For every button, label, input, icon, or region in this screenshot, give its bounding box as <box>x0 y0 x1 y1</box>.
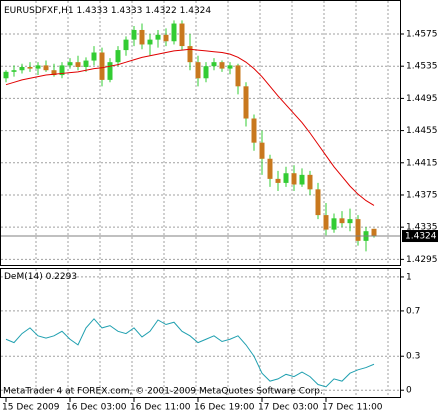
candle-body <box>59 65 65 76</box>
candle-body <box>331 218 337 230</box>
candle-body <box>83 60 89 67</box>
candle-body <box>27 67 33 69</box>
footer: MetaTrader 4 at FOREX.com, © 2001-2009 M… <box>3 387 323 397</box>
candle-body <box>115 50 121 63</box>
candle-body <box>355 219 361 241</box>
x-tick-label: 15 Dec 2009 <box>2 403 60 413</box>
y-tick-label: 1.4335 <box>406 223 438 233</box>
candle-body <box>155 34 161 40</box>
last-close: 1.4324 <box>180 6 212 16</box>
last-open: 1.4333 <box>77 6 109 16</box>
candle-body <box>315 189 321 216</box>
candle-body <box>35 65 41 69</box>
candle-body <box>371 228 377 237</box>
candle-body <box>3 71 9 79</box>
y-tick-label: 0.3 <box>406 352 420 362</box>
candle-body <box>43 65 49 71</box>
candle-body <box>51 70 57 76</box>
candle-body <box>211 62 217 67</box>
y-tick-label: 1.4295 <box>406 255 438 265</box>
candle-body <box>179 23 185 47</box>
candle-body <box>227 65 233 69</box>
y-tick-label: 1.4375 <box>406 190 438 200</box>
candle-body <box>267 158 273 179</box>
candle-body <box>203 66 209 79</box>
chart-header: EURUSDFXF,H1 1.4333 1.4333 1.4322 1.4324 <box>4 6 211 16</box>
candle-body <box>75 62 81 67</box>
candle-body <box>195 62 201 79</box>
candle-body <box>139 29 145 45</box>
indicator-value: 0.2293 <box>46 272 78 282</box>
indicator-panel-frame <box>0 268 401 398</box>
candle-body <box>91 52 97 61</box>
candle-body <box>235 65 241 87</box>
y-tick-label: 1.4415 <box>406 158 438 168</box>
y-tick-label: 1.4495 <box>406 94 438 104</box>
candle-body <box>11 70 17 72</box>
indicator-header: DeM(14) 0.2293 <box>4 272 77 282</box>
candle-body <box>299 174 305 185</box>
last-low: 1.4322 <box>145 6 177 16</box>
main-panel-frame <box>0 0 401 266</box>
price-label-box <box>402 230 438 243</box>
price-label: 1.4324 <box>405 232 437 242</box>
candle-body <box>339 218 345 224</box>
symbol: EURUSDFXF,H1 <box>4 6 74 16</box>
indicator-line <box>5 318 375 388</box>
candle-body <box>147 39 153 45</box>
x-tick-label: 16 Dec 19:00 <box>194 403 255 413</box>
candle-body <box>307 174 313 190</box>
x-tick-label: 17 Dec 03:00 <box>258 403 319 413</box>
candle-body <box>19 67 25 71</box>
last-high: 1.4333 <box>111 6 143 16</box>
y-tick-label: 1.4575 <box>406 30 438 40</box>
candle-body <box>123 39 129 51</box>
candle-body <box>187 46 193 63</box>
candle-body <box>275 178 281 183</box>
y-tick-label: 0 <box>406 386 412 396</box>
candle-body <box>323 215 329 230</box>
candle-body <box>291 173 297 185</box>
x-tick-label: 16 Dec 03:00 <box>66 403 127 413</box>
y-tick-label: 0.7 <box>406 306 420 316</box>
candle-body <box>219 62 225 69</box>
moving-average <box>5 48 375 206</box>
y-tick-label: 1.4455 <box>406 126 438 136</box>
candle-body <box>283 173 289 183</box>
candle-body <box>259 142 265 159</box>
candle-body <box>131 29 137 40</box>
candle-body <box>347 219 353 224</box>
candle-body <box>67 62 73 66</box>
candle-body <box>163 34 169 42</box>
y-tick-label: 1 <box>406 272 412 282</box>
candle-body <box>243 86 249 119</box>
indicator-name: DeM(14) <box>4 272 43 282</box>
y-tick-label: 1.4535 <box>406 62 438 72</box>
candle-body <box>99 52 105 80</box>
candle-body <box>107 62 113 80</box>
x-tick-label: 16 Dec 11:00 <box>130 403 191 413</box>
x-tick-label: 17 Dec 11:00 <box>322 403 383 413</box>
candle-body <box>251 118 257 143</box>
candle-body <box>171 23 177 42</box>
